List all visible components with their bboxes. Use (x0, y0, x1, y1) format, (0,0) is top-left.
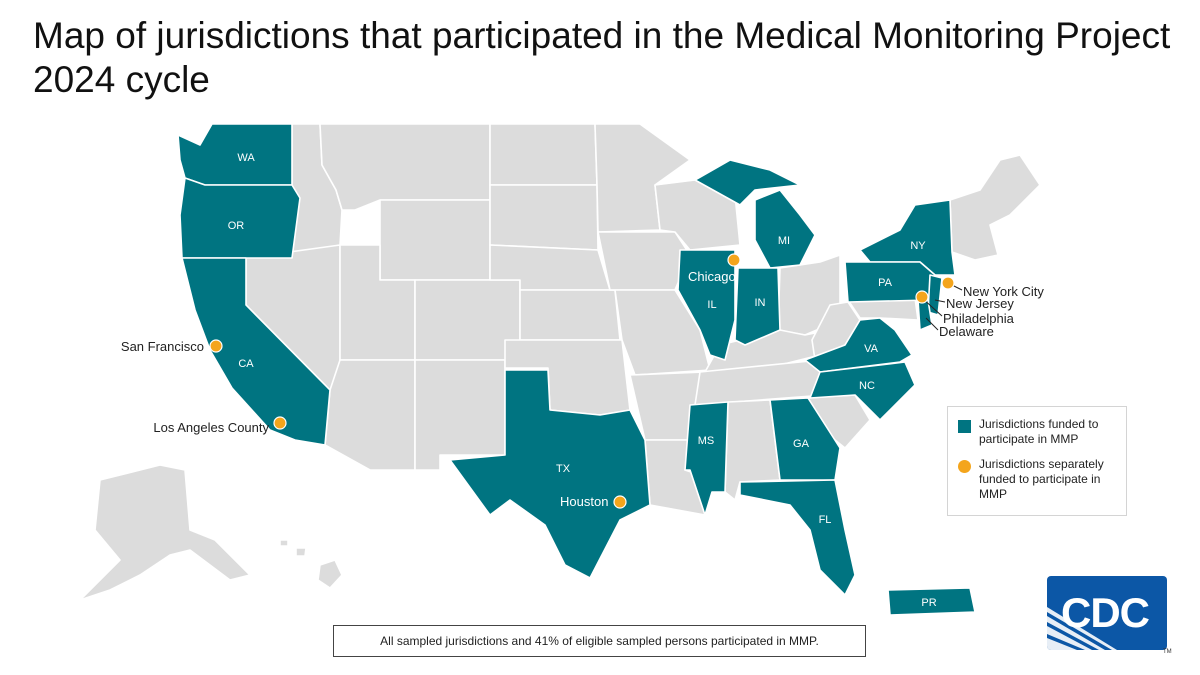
cdc-logo-text: CDC (1061, 589, 1150, 636)
state-michigan (694, 159, 816, 269)
legend-item-separately-funded: Jurisdictions separately funded to parti… (958, 457, 1118, 502)
state-florida (739, 479, 856, 596)
state-california (181, 257, 331, 446)
label-va: VA (864, 343, 879, 355)
city-markers (209, 253, 955, 509)
legend-item-funded: Jurisdictions funded to participate in M… (958, 417, 1118, 447)
non-participating-states (79, 123, 1041, 601)
cdc-logo-icon: CDC (1047, 576, 1167, 650)
legend-label-separately-funded: Jurisdictions separately funded to parti… (979, 457, 1104, 501)
state-montana (319, 123, 491, 211)
funded-states (177, 123, 976, 616)
state-mississippi (684, 401, 729, 516)
marker-houston (613, 495, 627, 509)
state-georgia (769, 397, 841, 481)
marker-los-angeles-county (273, 416, 287, 430)
state-hawaii (279, 539, 343, 589)
leader-delaware (925, 317, 939, 331)
legend-label-funded: Jurisdictions funded to participate in M… (979, 417, 1099, 446)
label-il: IL (707, 299, 716, 311)
state-arizona (324, 359, 416, 471)
label-mi: MI (778, 235, 790, 247)
city-labels: San Francisco Los Angeles County Chicago… (121, 269, 1045, 509)
state-wyoming (379, 199, 491, 281)
state-kansas (519, 289, 621, 341)
marker-new-york-city (941, 276, 955, 290)
label-ga: GA (793, 438, 810, 450)
marker-philadelphia (915, 290, 929, 304)
marker-chicago (727, 253, 741, 267)
label-ms: MS (698, 435, 715, 447)
state-new-england (949, 154, 1041, 261)
state-indiana (734, 267, 781, 346)
cdc-logo-rays (1047, 607, 1117, 650)
state-puerto-rico (887, 587, 976, 616)
label-new-jersey: New Jersey (946, 296, 1014, 311)
marker-san-francisco (209, 339, 223, 353)
participation-footnote: All sampled jurisdictions and 41% of eli… (333, 625, 866, 657)
cdc-trademark: TM (1163, 649, 1172, 655)
label-houston: Houston (560, 494, 608, 509)
state-south-dakota (489, 184, 599, 251)
label-philadelphia: Philadelphia (943, 311, 1015, 326)
label-new-york-city: New York City (963, 284, 1044, 299)
state-north-carolina (809, 361, 916, 421)
state-labels: WA OR CA MI NY PA IL IN VA NC TX MS GA F… (228, 152, 937, 609)
state-washington (177, 123, 293, 186)
map-legend: Jurisdictions funded to participate in M… (947, 406, 1127, 516)
state-iowa (597, 231, 691, 291)
label-or: OR (228, 220, 245, 232)
label-ca: CA (238, 358, 254, 370)
legend-dot-separately-funded (958, 460, 971, 473)
label-san-francisco: San Francisco (121, 339, 204, 354)
state-oregon (179, 177, 301, 259)
label-delaware: Delaware (939, 324, 994, 339)
label-fl: FL (819, 514, 832, 526)
label-in: IN (755, 297, 766, 309)
leader-nj (934, 299, 946, 303)
state-texas (449, 369, 651, 579)
label-wa: WA (237, 152, 255, 164)
legend-swatch-funded (958, 420, 971, 433)
state-new-mexico (414, 359, 506, 471)
label-ny: NY (910, 240, 926, 252)
label-los-angeles-county: Los Angeles County (153, 420, 269, 435)
label-pa: PA (878, 277, 893, 289)
label-tx: TX (556, 463, 571, 475)
map-title: Map of jurisdictions that participated i… (33, 15, 1171, 100)
state-alaska (79, 464, 251, 601)
state-north-dakota (489, 123, 598, 186)
label-pr: PR (921, 597, 936, 609)
label-chicago: Chicago (688, 269, 736, 284)
label-nc: NC (859, 380, 875, 392)
